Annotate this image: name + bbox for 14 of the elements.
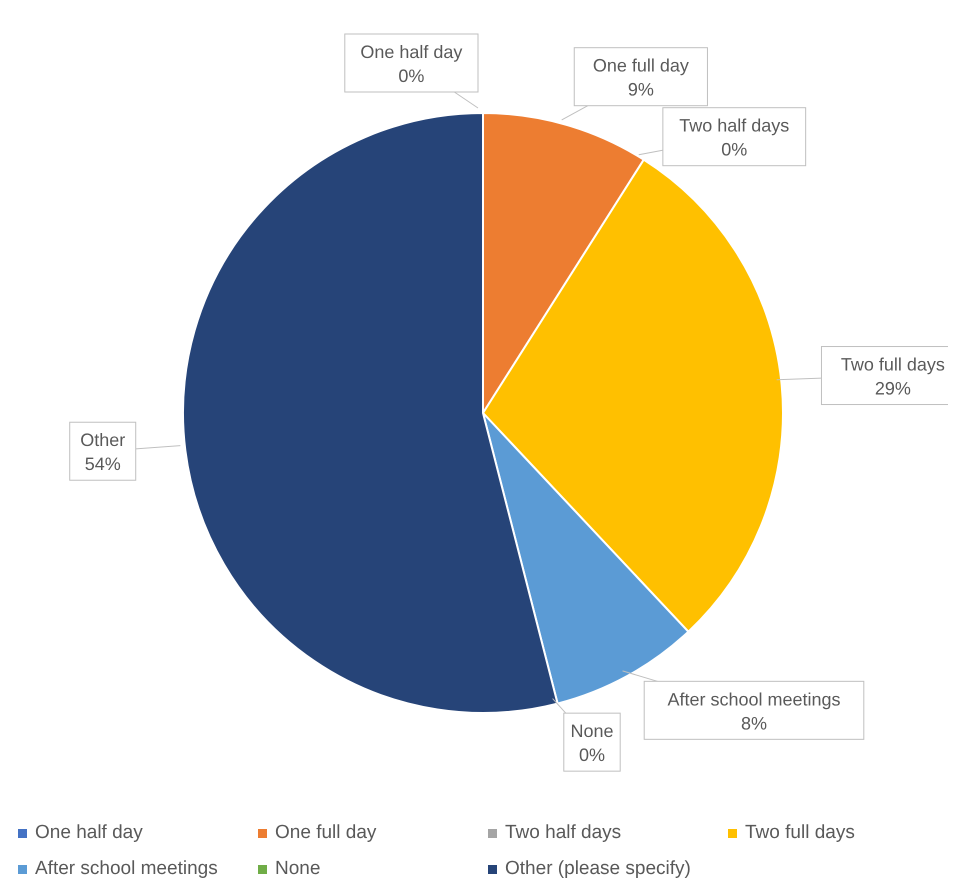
legend-label: None xyxy=(275,858,320,880)
text: None 0% xyxy=(570,721,614,766)
data-label: Two full days 29% xyxy=(840,354,945,399)
legend-label: Other (please specify) xyxy=(505,858,691,880)
legend-label: Two half days xyxy=(505,822,622,844)
data-label: After school meetings 8% xyxy=(667,689,841,734)
data-label: One full day 9% xyxy=(592,56,689,100)
text: One half day 0% xyxy=(360,42,462,86)
legend-label: One full day xyxy=(275,822,376,844)
text: Two half days 0% xyxy=(679,116,790,160)
data-label: Other 54% xyxy=(80,430,126,474)
legend-label: Two full days xyxy=(745,822,855,844)
legend-label: One half day xyxy=(35,822,143,844)
legend-label: After school meetings xyxy=(35,858,218,880)
